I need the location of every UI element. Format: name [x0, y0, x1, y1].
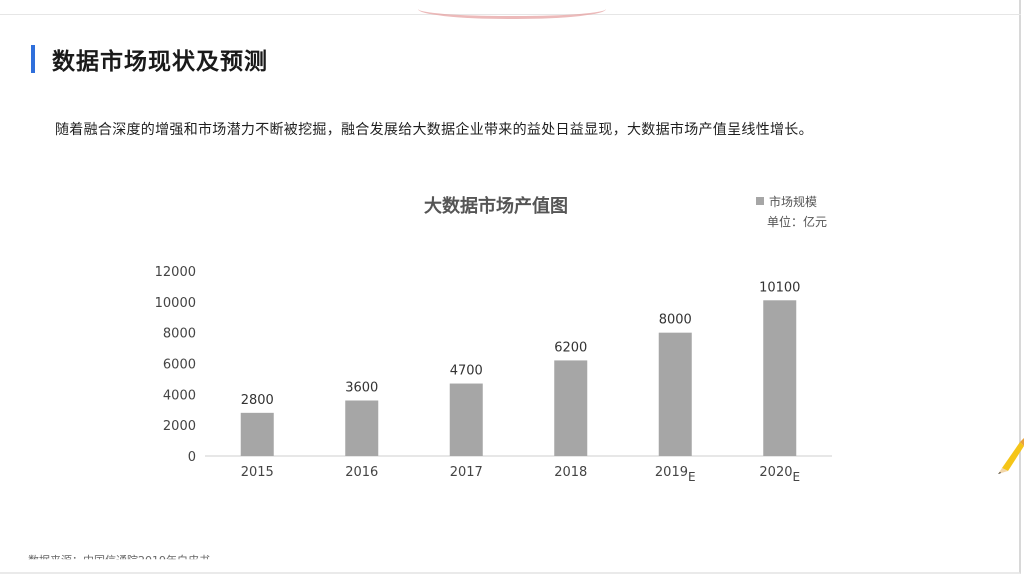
bar-value-label: 4700	[450, 364, 483, 379]
bar-value-label: 10100	[759, 280, 800, 295]
y-tick-label: 10000	[155, 296, 196, 311]
bar-value-label: 2800	[241, 393, 274, 408]
chart-legend: 市场规模	[756, 193, 817, 210]
page-description: 随着融合深度的增强和市场潜力不断被挖掘，融合发展给大数据企业带来的益处日益显现，…	[55, 122, 813, 138]
y-tick-label: 8000	[163, 327, 196, 342]
legend-swatch	[756, 197, 764, 205]
chart-title: 大数据市场产值图	[424, 196, 568, 217]
title-accent-bar	[31, 45, 35, 73]
top-tab-decoration	[418, 6, 606, 19]
x-tick-label: 2017	[450, 465, 483, 480]
x-tick-label: 2019E	[655, 465, 696, 484]
bar-value-label: 3600	[345, 381, 378, 396]
bar-value-label: 8000	[659, 313, 692, 328]
pencil-icon	[998, 438, 1024, 474]
y-tick-label: 6000	[163, 358, 196, 373]
bar	[554, 360, 588, 456]
bar	[345, 400, 379, 456]
legend-label: 市场规模	[769, 195, 818, 209]
y-tick-label: 0	[188, 450, 196, 465]
bar	[449, 383, 483, 456]
y-tick-label: 4000	[163, 388, 196, 403]
x-tick-label: 2018	[554, 465, 587, 480]
y-tick-label: 2000	[163, 419, 196, 434]
x-tick-label: 2020E	[759, 465, 800, 484]
x-tick-label: 2016	[345, 465, 378, 480]
bar	[658, 332, 692, 456]
y-tick-label: 12000	[155, 265, 196, 280]
unit-label: 单位：亿元	[767, 215, 828, 229]
x-tick-label: 2015	[241, 465, 274, 480]
top-divider	[0, 14, 1021, 15]
bar	[763, 300, 797, 456]
bar-value-label: 6200	[554, 340, 587, 355]
bar	[240, 412, 274, 456]
footer-source: 数据来源：中国信通院2019年白皮书	[28, 554, 210, 567]
page-title: 数据市场现状及预测	[52, 49, 268, 75]
